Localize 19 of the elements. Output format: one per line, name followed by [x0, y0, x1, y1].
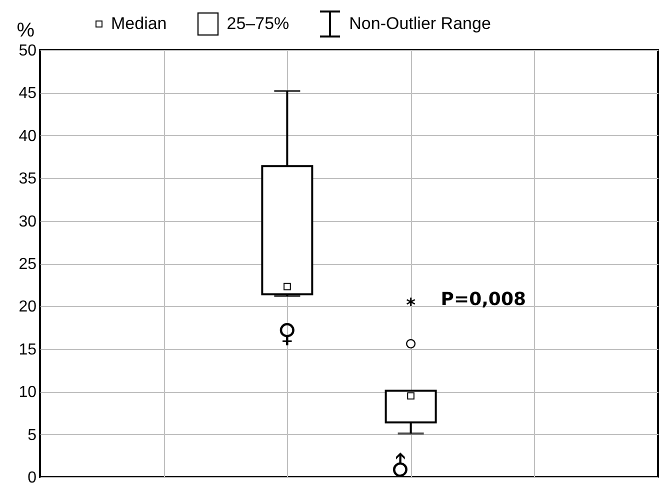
y-tick-label: 30 — [18, 213, 37, 230]
y-tick-label: 5 — [28, 426, 37, 444]
y-tick-label: 40 — [18, 128, 37, 145]
y-tick-label: 25 — [18, 256, 37, 273]
text: Non-Outlier Range — [349, 14, 491, 34]
y-tick-label: 10 — [18, 384, 37, 402]
y-tick-label: 50 — [18, 42, 37, 60]
annotation: * — [406, 294, 416, 316]
y-tick-label: 35 — [18, 170, 37, 188]
annotation: ♀ — [278, 318, 297, 349]
text: 25–75% — [226, 14, 290, 34]
y-tick-label: 15 — [18, 341, 37, 358]
y-tick-label: 45 — [18, 85, 37, 102]
y-axis-title: % — [16, 20, 35, 42]
y-tick-label: 0 — [28, 470, 37, 484]
annotation: P=0,008 — [440, 288, 526, 310]
annotation: ♂ — [382, 448, 420, 484]
y-tick-label: 20 — [18, 298, 37, 316]
text: Median — [111, 14, 167, 34]
